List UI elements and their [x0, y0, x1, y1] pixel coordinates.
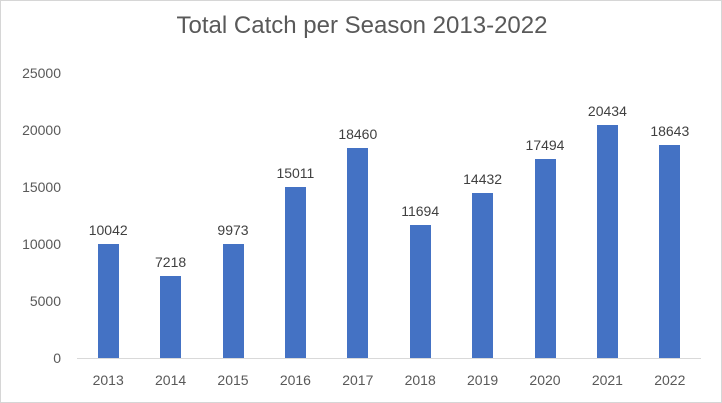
x-tick-label: 2022 — [654, 372, 686, 388]
x-tick-label: 2021 — [591, 372, 623, 388]
bar — [596, 125, 618, 358]
bar — [284, 186, 306, 358]
bar — [659, 145, 681, 358]
x-tick-label: 2019 — [467, 372, 499, 388]
bar — [222, 244, 244, 358]
y-tick-label: 5000 — [29, 293, 61, 309]
y-tick-label: 15000 — [22, 179, 61, 195]
bar — [97, 243, 119, 358]
bar-value-label: 15011 — [276, 164, 315, 181]
bar-value-label: 17494 — [525, 136, 565, 153]
x-axis-line — [77, 358, 701, 359]
x-tick-label: 2013 — [92, 372, 124, 388]
x-tick-label: 2015 — [217, 372, 249, 388]
y-tick-label: 0 — [53, 350, 61, 366]
bar — [160, 275, 182, 358]
bar-value-label: 10042 — [88, 221, 128, 238]
x-tick-label: 2020 — [529, 372, 561, 388]
x-tick-label: 2016 — [279, 372, 311, 388]
bar — [347, 147, 369, 358]
bar-value-label: 11694 — [401, 202, 440, 219]
bar-value-label: 7218 — [155, 253, 187, 270]
y-tick-label: 20000 — [22, 122, 61, 138]
bar — [534, 158, 556, 358]
bar-value-label: 9973 — [217, 222, 249, 239]
bar-value-label: 14432 — [463, 171, 503, 188]
bar-value-label: 20434 — [587, 103, 627, 120]
bar-value-label: 18460 — [338, 125, 378, 142]
chart-title: Total Catch per Season 2013-2022 — [176, 12, 548, 39]
y-tick-label: 25000 — [22, 65, 61, 81]
bar-value-label: 18643 — [650, 123, 690, 140]
x-tick-label: 2017 — [342, 372, 374, 388]
x-tick-label: 2018 — [404, 372, 436, 388]
y-tick-label: 10000 — [22, 236, 61, 252]
x-tick-label: 2014 — [155, 372, 187, 388]
bar — [472, 193, 494, 358]
bar — [409, 224, 431, 358]
